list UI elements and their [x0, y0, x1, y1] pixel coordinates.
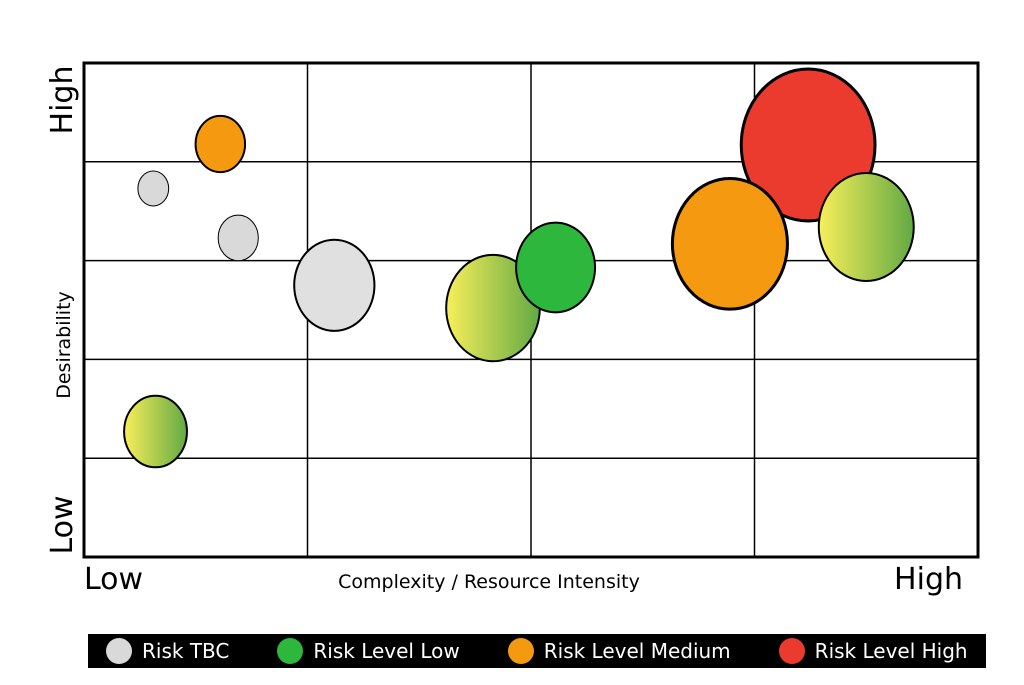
bubble-5	[123, 394, 188, 469]
legend: Risk TBC Risk Level Low Risk Level Mediu…	[88, 634, 986, 668]
bubble-7	[515, 221, 597, 314]
x-low-label: Low	[84, 562, 143, 597]
legend-swatch-risk-medium	[507, 638, 534, 664]
legend-swatch-risk-low	[277, 638, 304, 664]
bubbles	[123, 67, 915, 469]
bubble-2	[194, 114, 247, 174]
bubble-9	[670, 176, 789, 311]
bubble-chart: High Desirability Low Low Complexity / R…	[45, 61, 980, 597]
legend-label-risk-high: Risk Level High	[814, 639, 968, 663]
plot-frame	[82, 61, 980, 559]
legend-label-risk-low: Risk Level Low	[313, 639, 460, 663]
bubble-1	[137, 170, 170, 207]
x-high-label: High	[894, 562, 963, 597]
bubble-4	[293, 238, 376, 332]
legend-label-risk-medium: Risk Level Medium	[543, 639, 731, 663]
bubble-10	[817, 172, 915, 282]
legend-item-risk-tbc: Risk TBC	[106, 638, 229, 664]
y-high-label: High	[45, 66, 80, 135]
legend-swatch-risk-tbc	[106, 638, 132, 664]
legend-swatch-risk-high	[778, 638, 805, 664]
bubble-3	[217, 214, 259, 262]
legend-item-risk-medium: Risk Level Medium	[507, 638, 731, 664]
y-low-label: Low	[45, 495, 80, 554]
legend-item-risk-low: Risk Level Low	[277, 638, 460, 664]
legend-label-risk-tbc: Risk TBC	[142, 639, 230, 663]
x-axis-label: Complexity / Resource Intensity	[338, 571, 640, 593]
y-axis-label: Desirability	[53, 291, 75, 399]
legend-item-risk-high: Risk Level High	[778, 638, 968, 664]
